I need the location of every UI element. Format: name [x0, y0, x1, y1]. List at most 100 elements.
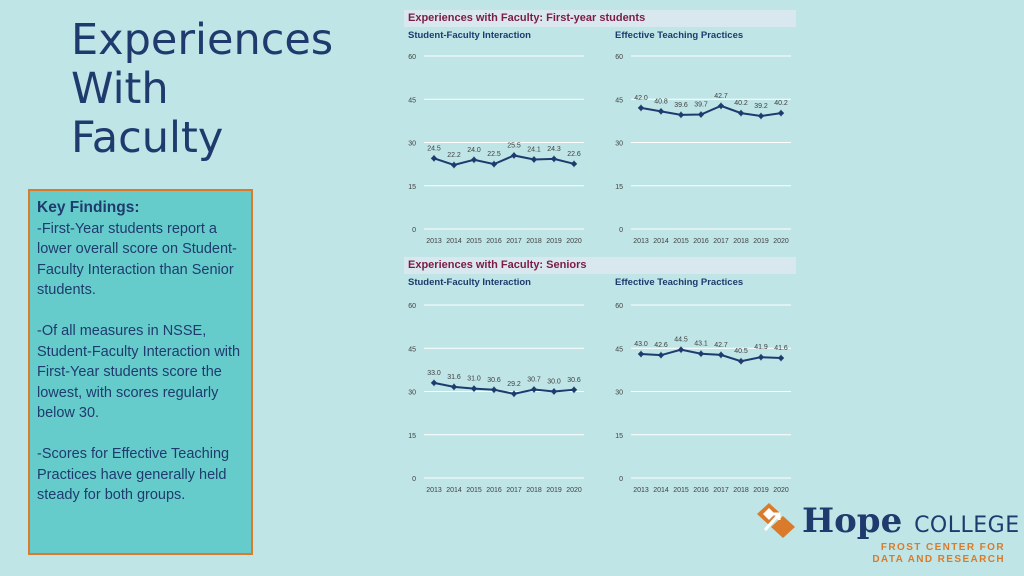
data-label: 40.5: [734, 348, 748, 355]
x-tick-label: 2018: [733, 487, 749, 494]
data-label: 41.6: [774, 345, 788, 352]
finding-item-1: -First-Year students report a lower over…: [37, 220, 237, 299]
data-point: [657, 108, 665, 115]
data-point: [450, 383, 458, 391]
x-tick-label: 2013: [633, 238, 649, 245]
x-tick-label: 2019: [546, 238, 562, 245]
data-point: [570, 386, 578, 393]
page-title: Experiences With Faculty: [71, 16, 333, 163]
y-tick-label: 15: [408, 433, 416, 440]
data-label: 30.0: [547, 379, 561, 386]
y-tick-label: 30: [408, 390, 416, 397]
data-label: 22.2: [447, 152, 461, 159]
y-tick-label: 0: [619, 227, 623, 234]
data-point: [637, 350, 645, 358]
y-tick-label: 60: [615, 303, 623, 310]
hope-college-logo: Hope COLLEGE FROST CENTER FOR DATA AND R…: [755, 498, 1019, 570]
data-label: 24.3: [547, 146, 561, 153]
data-point: [777, 109, 785, 117]
x-tick-label: 2013: [426, 238, 442, 245]
x-tick-label: 2020: [566, 487, 582, 494]
data-point: [637, 104, 645, 112]
data-label: 33.0: [427, 370, 441, 377]
data-point: [510, 390, 518, 398]
data-label: 30.6: [487, 377, 501, 384]
x-tick-label: 2014: [446, 487, 462, 494]
data-point: [737, 358, 745, 365]
x-tick-label: 2015: [673, 238, 689, 245]
x-tick-label: 2015: [673, 487, 689, 494]
x-tick-label: 2016: [693, 487, 709, 494]
data-point: [717, 102, 725, 110]
title-line-3: Faculty: [71, 113, 224, 163]
y-tick-label: 60: [408, 54, 416, 61]
data-point: [737, 109, 745, 117]
y-tick-label: 30: [615, 141, 623, 148]
y-tick-label: 30: [408, 141, 416, 148]
y-tick-label: 60: [615, 54, 623, 61]
data-label: 25.5: [507, 142, 521, 149]
x-tick-label: 2017: [713, 238, 729, 245]
series-line: [433, 154, 575, 167]
data-label: 42.6: [654, 342, 668, 349]
chart-title-sr-etp: Effective Teaching Practices: [615, 277, 744, 288]
data-point: [530, 156, 538, 163]
anchor-logo-icon: [757, 503, 795, 538]
y-tick-label: 45: [408, 97, 416, 104]
x-tick-label: 2016: [486, 238, 502, 245]
y-tick-label: 30: [615, 390, 623, 397]
x-tick-label: 2017: [713, 487, 729, 494]
data-point: [550, 155, 558, 163]
data-point: [490, 386, 498, 393]
data-point: [470, 156, 478, 163]
y-tick-label: 45: [615, 346, 623, 353]
data-point: [717, 351, 725, 359]
logo-college: COLLEGE: [914, 513, 1020, 538]
x-tick-label: 2014: [653, 487, 669, 494]
data-label: 22.6: [567, 151, 581, 158]
y-tick-label: 60: [408, 303, 416, 310]
y-tick-label: 15: [615, 184, 623, 191]
data-label: 40.2: [774, 100, 788, 107]
data-label: 31.6: [447, 374, 461, 381]
x-tick-label: 2016: [693, 238, 709, 245]
data-point: [757, 353, 765, 361]
data-point: [757, 112, 765, 120]
logo-sub-line-2: DATA AND RESEARCH: [872, 554, 1005, 565]
series-line: [433, 381, 575, 395]
chart-title-fy-sfi: Student-Faculty Interaction: [408, 30, 531, 41]
section-title-first-year: Experiences with Faculty: First-year stu…: [404, 10, 796, 27]
title-line-2: With: [71, 64, 169, 114]
data-label: 39.2: [754, 103, 768, 110]
y-tick-label: 0: [412, 227, 416, 234]
data-label: 44.5: [674, 337, 688, 344]
data-label: 41.9: [754, 344, 768, 351]
data-label: 30.7: [527, 376, 541, 383]
chart-title-fy-etp: Effective Teaching Practices: [615, 30, 744, 41]
data-point: [677, 346, 685, 353]
x-tick-label: 2018: [526, 238, 542, 245]
data-point: [570, 160, 578, 168]
x-tick-label: 2019: [753, 238, 769, 245]
x-tick-label: 2013: [633, 487, 649, 494]
data-point: [697, 111, 705, 118]
data-label: 42.0: [634, 95, 648, 102]
x-tick-label: 2020: [773, 238, 789, 245]
section-title-seniors: Experiences with Faculty: Seniors: [404, 257, 796, 274]
x-tick-label: 2019: [546, 487, 562, 494]
series-line: [640, 104, 782, 117]
x-tick-label: 2017: [506, 238, 522, 245]
y-tick-label: 0: [619, 476, 623, 483]
chart-sr-student-faculty-interaction: 0 15 30 45 60 2013 2014 2015 2016 2017 2018 2019 202…: [408, 303, 584, 494]
x-tick-label: 2020: [773, 487, 789, 494]
data-point: [677, 111, 685, 119]
data-label: 43.0: [634, 341, 648, 348]
data-point: [510, 152, 518, 159]
chart-fy-effective-teaching: 0 15 30 45 60 2013 2014 2015 2016 2017 2018 2019 202…: [615, 54, 791, 245]
data-label: 39.6: [674, 102, 688, 109]
data-point: [430, 155, 438, 162]
finding-item-2: -Of all measures in NSSE, Student-Facult…: [37, 322, 241, 422]
x-tick-label: 2014: [653, 238, 669, 245]
chart-title-sr-sfi: Student-Faculty Interaction: [408, 277, 531, 288]
data-label: 29.2: [507, 381, 521, 388]
